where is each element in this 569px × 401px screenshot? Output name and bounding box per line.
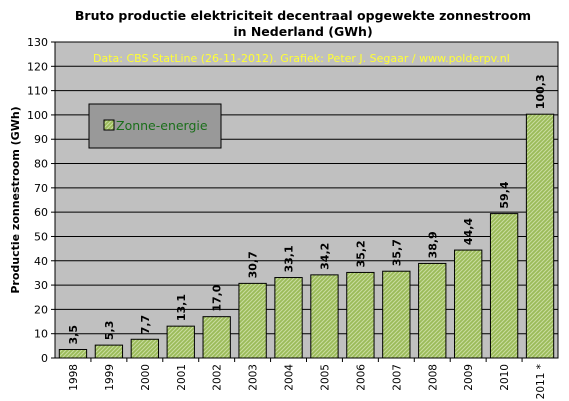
x-tick-label: 2000	[140, 364, 152, 391]
x-tick-label: 1998	[68, 364, 80, 391]
y-tick-label: 0	[41, 352, 48, 365]
bar-value-label: 30,7	[247, 251, 260, 278]
bar	[310, 274, 339, 359]
y-tick-label: 30	[34, 279, 48, 292]
bar-value-label: 35,7	[390, 239, 403, 266]
x-tick-label: 2007	[391, 364, 403, 391]
y-axis-ticks: 0 10 20 30 40 50 60 70 80 90 100 110 120 130	[27, 36, 55, 365]
bar-value-label: 7,7	[139, 315, 152, 335]
plot-area	[54, 41, 559, 359]
bar	[238, 282, 267, 359]
bar-value-label: 38,9	[426, 231, 439, 258]
chart-title-line-1: Bruto productie elektriciteit decentraal…	[75, 8, 531, 23]
bar	[202, 316, 231, 359]
x-tick-label: 2001	[176, 364, 188, 391]
bar	[274, 277, 303, 359]
x-tick-label: 2009	[463, 364, 475, 391]
y-tick-label: 100	[27, 109, 48, 122]
bar-value-label: 44,4	[462, 218, 475, 245]
bar	[130, 338, 159, 359]
bar	[346, 271, 375, 359]
bar	[454, 249, 483, 359]
bar-value-label: 17,0	[211, 284, 224, 311]
x-tick-label: 2011 *	[535, 364, 547, 399]
x-tick-label: 1999	[104, 364, 116, 391]
bar	[94, 344, 124, 359]
x-tick-label: 2005	[319, 364, 331, 391]
bar	[166, 325, 195, 359]
bar-value-label: 5,3	[103, 321, 116, 341]
bar-value-label: 3,5	[67, 325, 80, 345]
legend-swatch	[103, 119, 115, 131]
y-tick-label: 90	[34, 133, 48, 146]
x-tick-label: 2010	[499, 364, 511, 391]
y-tick-label: 50	[34, 230, 48, 243]
grid-lines	[55, 65, 558, 335]
y-tick-label: 70	[34, 182, 48, 195]
bar	[489, 213, 519, 359]
bar-value-label: 35,2	[354, 240, 367, 267]
legend: Zonne-energie	[88, 103, 222, 149]
x-tick-label: 2004	[284, 364, 296, 391]
y-tick-label: 40	[34, 255, 48, 268]
y-tick-label: 80	[34, 158, 48, 171]
y-tick-label: 120	[27, 60, 48, 73]
y-tick-label: 110	[27, 85, 48, 98]
bar-value-label: 13,1	[175, 294, 188, 321]
y-axis-label: Productie zonnestroom (GWh)	[9, 106, 22, 293]
chart-title-line-2: in Nederland (GWh)	[233, 24, 372, 39]
bar	[58, 348, 88, 359]
y-tick-label: 60	[34, 206, 48, 219]
bar-value-label: 100,3	[534, 74, 547, 109]
bar	[418, 262, 447, 359]
bars	[58, 113, 555, 359]
x-axis-ticks: 1998 1999 2000 2001 2002 2003 2004 2005 2006 2007…	[68, 358, 547, 399]
bar-value-label: 59,4	[498, 181, 511, 208]
bar-value-labels: 3,5 5,3 7,7 13,1 17,0 30,7 33,1 34,2 35,2 35,7 38,…	[67, 74, 547, 344]
y-tick-label: 20	[34, 303, 48, 316]
legend-label: Zonne-energie	[116, 118, 208, 133]
bar	[525, 113, 555, 359]
x-tick-label: 2008	[427, 364, 439, 391]
bar-value-label: 34,2	[318, 243, 331, 270]
bar	[382, 270, 411, 359]
x-tick-label: 2002	[212, 364, 224, 391]
y-tick-label: 10	[34, 328, 48, 341]
x-tick-label: 2003	[248, 364, 260, 391]
bar-value-label: 33,1	[283, 245, 296, 272]
source-note: Data: CBS StatLine (26-11-2012). Grafiek…	[93, 52, 510, 65]
x-tick-label: 2006	[355, 364, 367, 391]
y-tick-label: 130	[27, 36, 48, 49]
